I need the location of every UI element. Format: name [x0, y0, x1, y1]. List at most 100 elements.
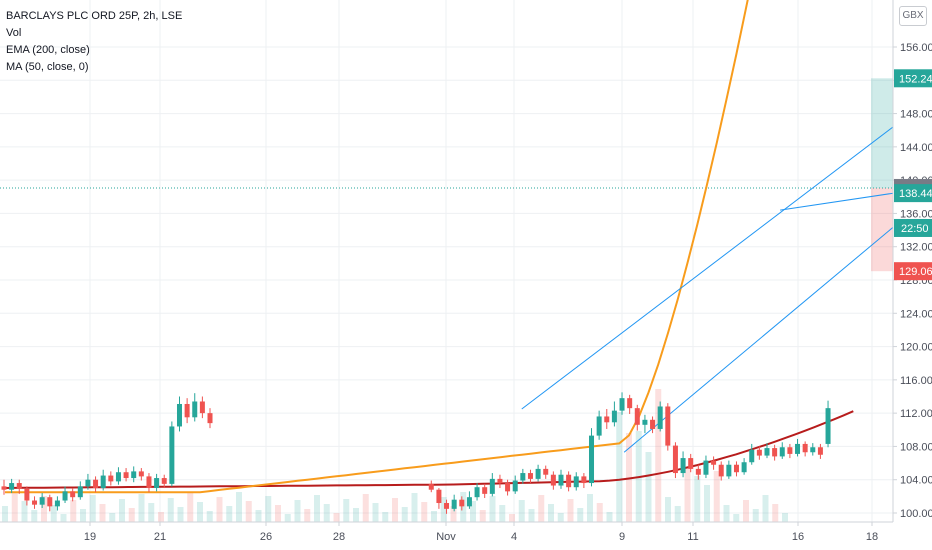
- candle-body: [207, 413, 213, 424]
- candle-body: [611, 410, 617, 423]
- time-tick-label: Nov: [436, 531, 456, 543]
- candle-body: [1, 486, 7, 490]
- ema-line: [5, 0, 749, 494]
- candle-body: [680, 458, 686, 474]
- candle-body: [466, 497, 472, 507]
- legend-ma[interactable]: MA (50, close, 0): [6, 61, 89, 73]
- price-label-box: [894, 69, 932, 88]
- volume-bar: [450, 506, 457, 522]
- volume-bar: [294, 500, 301, 522]
- volume-bar: [596, 503, 603, 522]
- volume-bar: [60, 514, 67, 522]
- candle-body: [650, 419, 656, 429]
- candle-body: [589, 435, 595, 484]
- candle-body: [123, 472, 129, 479]
- candle-body: [115, 472, 121, 482]
- volume-bar: [557, 513, 564, 522]
- volume-bar: [704, 485, 710, 522]
- price-tick-label: 148.00: [900, 109, 932, 121]
- volume-bar: [177, 507, 184, 522]
- volume-bar: [284, 514, 291, 522]
- candle-body: [604, 416, 610, 423]
- volume-bar: [31, 510, 38, 522]
- volume-bar: [782, 513, 788, 522]
- candle-body: [100, 475, 106, 489]
- candle-body: [520, 473, 526, 481]
- price-tick-label: 156.00: [900, 42, 932, 54]
- candle-body: [550, 474, 556, 486]
- channel-line: [521, 96, 932, 410]
- price-tick-label: 104.00: [900, 475, 932, 487]
- legend-ema[interactable]: EMA (200, close): [6, 44, 90, 56]
- volume-bar: [255, 510, 262, 522]
- volume-bar: [470, 501, 476, 522]
- price-tick-label: 120.00: [900, 342, 932, 354]
- candle-body: [627, 398, 633, 409]
- volume-bar: [665, 497, 671, 522]
- legend-volume[interactable]: Vol: [6, 27, 22, 39]
- volume-bar: [304, 509, 311, 522]
- candle-body: [527, 473, 533, 479]
- volume-bar: [616, 412, 623, 522]
- volume-bar: [606, 512, 613, 522]
- candle-body: [779, 447, 785, 457]
- volume-bar: [206, 511, 213, 522]
- candle-body: [459, 499, 465, 507]
- candle-body: [726, 464, 732, 477]
- chart-legend: BARCLAYS PLC ORD 25P, 2h, LSE Vol EMA (2…: [6, 8, 182, 76]
- candle-body: [817, 447, 823, 455]
- price-tick-label: 108.00: [900, 441, 932, 453]
- volume-bar: [226, 506, 233, 522]
- candle-body: [505, 483, 511, 492]
- volume-bar: [538, 495, 545, 522]
- candle-body: [9, 483, 15, 490]
- legend-symbol-title[interactable]: BARCLAYS PLC ORD 25P, 2h, LSE: [6, 10, 183, 22]
- candle-body: [47, 497, 53, 507]
- candle-body: [596, 416, 602, 436]
- volume-bar: [421, 502, 428, 522]
- candle-body: [85, 479, 91, 487]
- candle-body: [802, 443, 808, 453]
- candle-body: [192, 401, 198, 418]
- candle-body: [741, 462, 747, 473]
- volume-bar: [236, 492, 242, 522]
- volume-bar: [2, 506, 8, 522]
- candle-body: [581, 476, 587, 484]
- volume-bar: [362, 494, 369, 522]
- time-tick-label: 18: [866, 531, 878, 543]
- volume-bar: [11, 492, 18, 522]
- candle-body: [634, 408, 640, 425]
- candle-body: [184, 403, 190, 418]
- stop-zone: [871, 187, 893, 272]
- candle-body: [566, 474, 572, 488]
- candle-body: [16, 483, 22, 489]
- time-tick-label: 26: [260, 531, 272, 543]
- time-tick-label: 16: [792, 531, 804, 543]
- volume-bar: [567, 499, 574, 522]
- countdown-text: 22:50: [901, 223, 929, 235]
- price-tick-label: 100.00: [900, 508, 932, 520]
- candle-body: [642, 419, 648, 425]
- price-tick-label: 124.00: [900, 308, 932, 320]
- currency-badge[interactable]: GBX: [899, 6, 927, 26]
- candle-body: [154, 478, 160, 489]
- volume-bar: [733, 514, 740, 522]
- candle-body: [573, 476, 579, 488]
- time-tick-label: 28: [333, 531, 345, 543]
- candle-body: [695, 468, 701, 475]
- volume-bar: [577, 508, 584, 522]
- candle-body: [146, 476, 152, 489]
- volume-bar: [655, 389, 662, 522]
- volume-bar: [99, 504, 106, 522]
- price-label-text: 129.06: [899, 266, 932, 278]
- volume-bar: [392, 498, 398, 522]
- candle-body: [93, 479, 99, 489]
- candle-body: [787, 447, 793, 454]
- candle-body: [161, 478, 167, 484]
- volume-bar: [353, 508, 359, 522]
- price-label-text: 152.24: [899, 73, 932, 85]
- candle-body: [703, 460, 709, 475]
- volume-bar: [314, 495, 320, 522]
- candle-body: [24, 488, 30, 501]
